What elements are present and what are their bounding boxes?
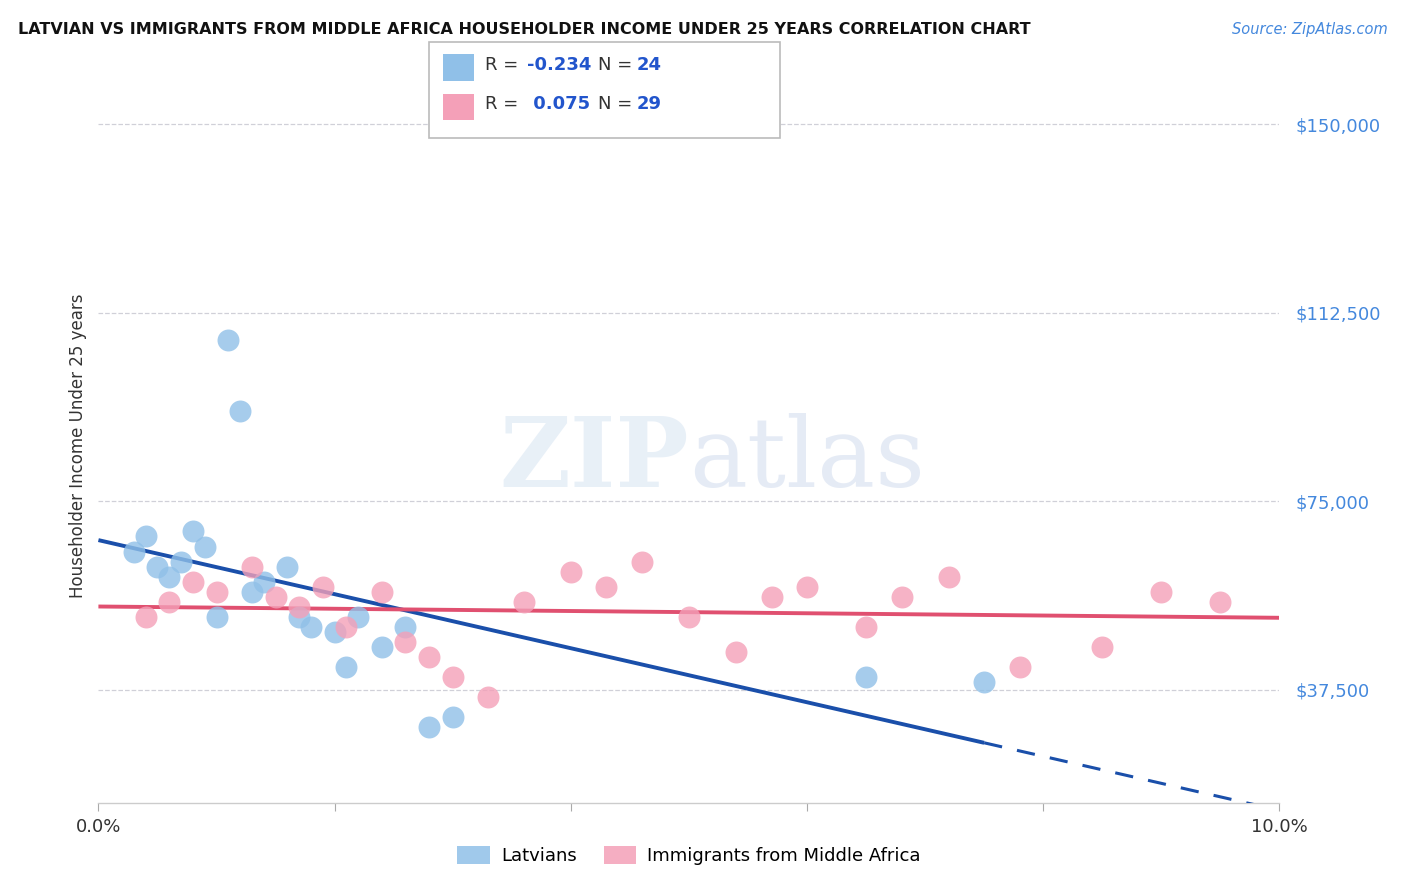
Point	[560, 565, 582, 579]
Point	[205, 610, 228, 624]
Point	[288, 599, 311, 614]
Point	[240, 559, 263, 574]
Point	[890, 590, 912, 604]
Point	[630, 555, 652, 569]
Point	[146, 559, 169, 574]
Text: Source: ZipAtlas.com: Source: ZipAtlas.com	[1232, 22, 1388, 37]
Point	[323, 624, 346, 639]
Point	[181, 524, 204, 539]
Point	[855, 620, 877, 634]
Point	[229, 404, 252, 418]
Point	[240, 584, 263, 599]
Text: ZIP: ZIP	[499, 413, 689, 508]
Point	[595, 580, 617, 594]
Point	[335, 660, 357, 674]
Point	[441, 670, 464, 684]
Point	[973, 675, 995, 690]
Point	[135, 529, 157, 543]
Point	[288, 610, 311, 624]
Point	[938, 569, 960, 583]
Point	[418, 650, 440, 665]
Text: N =: N =	[598, 95, 637, 113]
Text: -0.234: -0.234	[527, 56, 592, 74]
Point	[761, 590, 783, 604]
Point	[122, 544, 145, 558]
Point	[157, 569, 180, 583]
Point	[725, 645, 748, 659]
Text: 0.075: 0.075	[527, 95, 591, 113]
Text: R =: R =	[485, 56, 524, 74]
Text: atlas: atlas	[689, 413, 925, 508]
Point	[394, 620, 416, 634]
Point	[855, 670, 877, 684]
Point	[205, 584, 228, 599]
Point	[512, 595, 534, 609]
Point	[170, 555, 193, 569]
Point	[796, 580, 818, 594]
Point	[347, 610, 370, 624]
Point	[312, 580, 335, 594]
Point	[157, 595, 180, 609]
Point	[477, 690, 499, 705]
Y-axis label: Householder Income Under 25 years: Householder Income Under 25 years	[69, 293, 87, 599]
Point	[217, 334, 239, 348]
Point	[1008, 660, 1031, 674]
Text: 24: 24	[637, 56, 662, 74]
Text: LATVIAN VS IMMIGRANTS FROM MIDDLE AFRICA HOUSEHOLDER INCOME UNDER 25 YEARS CORRE: LATVIAN VS IMMIGRANTS FROM MIDDLE AFRICA…	[18, 22, 1031, 37]
Point	[418, 720, 440, 734]
Point	[678, 610, 700, 624]
Text: 29: 29	[637, 95, 662, 113]
Point	[394, 635, 416, 649]
Point	[1150, 584, 1173, 599]
Point	[181, 574, 204, 589]
Point	[335, 620, 357, 634]
Point	[135, 610, 157, 624]
Text: R =: R =	[485, 95, 524, 113]
Point	[441, 710, 464, 724]
Point	[1209, 595, 1232, 609]
Legend: Latvians, Immigrants from Middle Africa: Latvians, Immigrants from Middle Africa	[450, 838, 928, 872]
Point	[299, 620, 322, 634]
Point	[1091, 640, 1114, 654]
Point	[371, 640, 394, 654]
Point	[276, 559, 298, 574]
Point	[194, 540, 217, 554]
Point	[253, 574, 276, 589]
Point	[264, 590, 287, 604]
Text: N =: N =	[598, 56, 637, 74]
Point	[371, 584, 394, 599]
